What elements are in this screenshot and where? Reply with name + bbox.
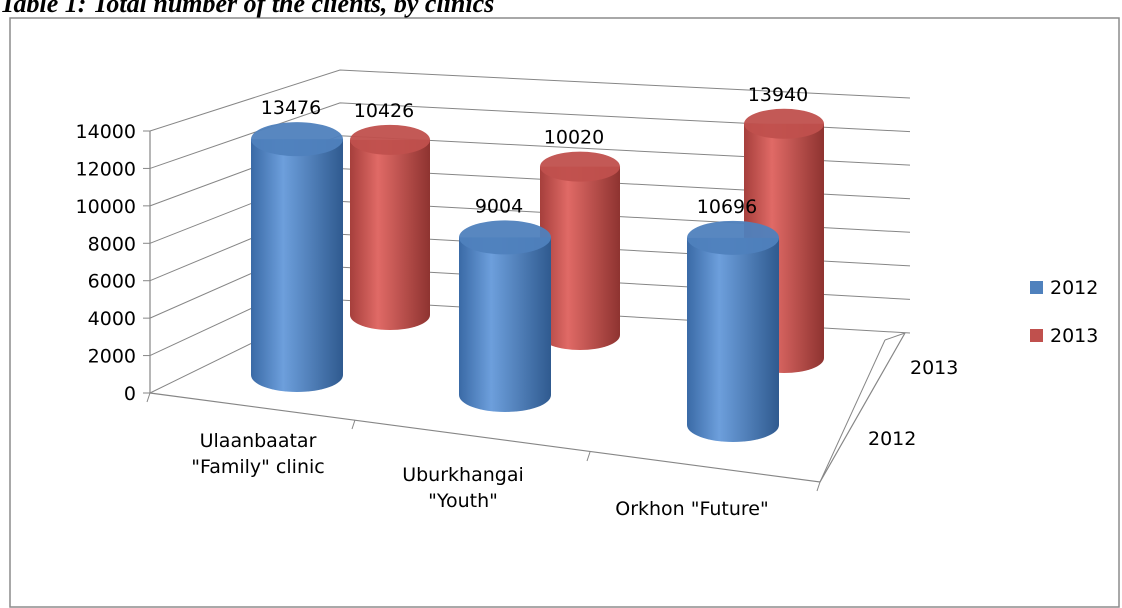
data-label: 13476 (261, 97, 321, 119)
axis-line (819, 339, 886, 483)
chart-frame (9, 17, 1120, 608)
axis-tick (586, 451, 591, 462)
x-tick-label-box: Uburkhangai "Youth" (402, 464, 524, 512)
x-tick-label-box: Ulaanbaatar "Family" clinic (191, 430, 325, 478)
legend-label: 2012 (1050, 277, 1098, 299)
cylinder-top (540, 151, 620, 182)
cylinder-top (744, 108, 824, 139)
cylinder-top (251, 122, 343, 157)
x-tick-label: Orkhon "Future" (615, 498, 769, 520)
cylinder (459, 237, 551, 412)
legend-swatch (1030, 329, 1043, 342)
cylinder (251, 139, 343, 392)
axis-line (884, 332, 906, 341)
depth-label: 2013 (910, 357, 958, 379)
y-tick-label: 4000 (88, 308, 136, 330)
y-tick-label: 12000 (76, 158, 136, 180)
x-tick-label: Uburkhangai "Youth" (402, 464, 524, 512)
cylinder-top (459, 220, 551, 255)
cylinder (350, 139, 430, 330)
y-tick-label: 0 (124, 383, 136, 405)
cylinder-top (687, 220, 779, 255)
y-tick-label: 8000 (88, 233, 136, 255)
data-label: 10020 (544, 127, 604, 149)
legend-label: 2013 (1050, 325, 1098, 347)
grid-line (149, 102, 911, 169)
y-tick-label: 6000 (88, 271, 136, 293)
x-tick-label-box: Orkhon "Future" (615, 498, 769, 520)
data-label: 10696 (697, 196, 757, 218)
axis-tick (351, 419, 356, 430)
y-tick-label: 10000 (76, 196, 136, 218)
chart-title: Table 1: Total number of the clients, by… (0, 0, 494, 18)
y-tick-label: 14000 (76, 121, 136, 143)
grid-line (149, 69, 911, 132)
depth-label: 2012 (868, 428, 916, 450)
y-tick-label: 2000 (88, 346, 136, 368)
data-label: 10426 (354, 100, 414, 122)
data-label: 9004 (475, 195, 523, 217)
data-label: 13940 (748, 84, 808, 106)
axis-tick (816, 481, 821, 492)
cylinder (540, 166, 620, 350)
legend-swatch (1030, 281, 1043, 294)
axis-tick (146, 392, 151, 403)
cylinder (687, 237, 779, 442)
cylinder-top (350, 124, 430, 155)
x-tick-label: Ulaanbaatar "Family" clinic (191, 430, 325, 478)
